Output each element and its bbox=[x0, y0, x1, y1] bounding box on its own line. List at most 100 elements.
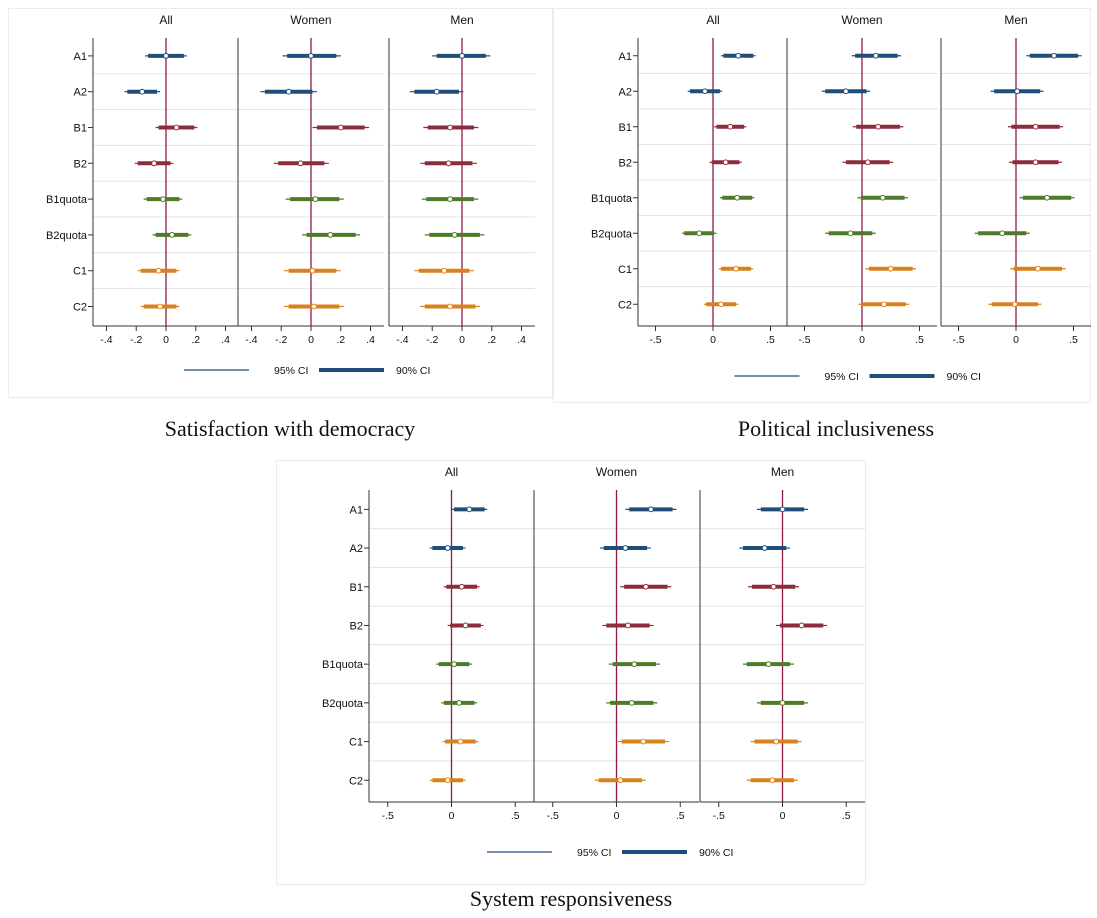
point-estimate bbox=[875, 123, 882, 130]
x-tick-label: -.5 bbox=[798, 334, 810, 346]
legend: 95% CI 90% CI bbox=[734, 371, 981, 383]
panel-all: All -.5 0 .5 bbox=[637, 13, 788, 346]
point-estimate bbox=[459, 53, 465, 59]
point-estimate bbox=[779, 699, 786, 706]
legend-label-95: 95% CI bbox=[577, 847, 611, 859]
point-estimate bbox=[722, 159, 729, 166]
point-estimate bbox=[628, 699, 635, 706]
panel-title: All bbox=[445, 465, 458, 479]
point-estimate bbox=[447, 303, 453, 310]
point-estimate bbox=[1044, 194, 1050, 201]
x-tick-label: -.2 bbox=[426, 334, 438, 346]
row-label-c1: C1 bbox=[349, 737, 363, 749]
point-estimate bbox=[151, 160, 157, 167]
x-tick-label: 0 bbox=[614, 810, 620, 822]
point-estimate bbox=[617, 777, 624, 784]
row-label-b1quota: B1quota bbox=[322, 659, 364, 671]
row-label-c2: C2 bbox=[618, 299, 632, 311]
row-label-b2quota: B2quota bbox=[591, 228, 633, 240]
figure-satisfaction-with-democracy: A1 A2 B1 B2 B1quota B2quota C1 C2 All -.4 -.2 0 .2 .4… bbox=[8, 8, 553, 398]
point-estimate bbox=[451, 232, 458, 238]
x-tick-label: -.2 bbox=[275, 334, 287, 346]
row-label-c2: C2 bbox=[349, 775, 363, 787]
row-label-a1: A1 bbox=[350, 504, 363, 516]
figure-frame bbox=[553, 8, 1091, 403]
panel-men: Men -.4 -.2 0 .2 .4 bbox=[388, 13, 535, 346]
point-estimate bbox=[444, 545, 451, 551]
x-tick-label: .4 bbox=[517, 334, 526, 346]
row-label-b2quota: B2quota bbox=[46, 230, 88, 242]
figure-system-responsiveness: A1 A2 B1 B2 B1quota B2quota C1 C2 All -.5 0.5 Women… bbox=[276, 460, 866, 885]
point-estimate bbox=[309, 267, 316, 274]
x-tick-label: 0 bbox=[449, 810, 455, 822]
panel-title: All bbox=[706, 13, 719, 27]
x-tick-label: -.5 bbox=[382, 810, 394, 822]
point-estimate bbox=[718, 301, 724, 308]
panel-all: All -.4 -.2 0 .2 .4 bbox=[92, 13, 239, 346]
row-label-b1quota: B1quota bbox=[591, 193, 633, 205]
x-tick-label: .5 bbox=[511, 810, 520, 822]
point-estimate bbox=[173, 124, 180, 131]
point-estimate bbox=[733, 265, 739, 272]
legend: 95% CI 90% CI bbox=[487, 847, 733, 859]
point-estimate bbox=[879, 194, 886, 201]
row-label-b2quota: B2quota bbox=[322, 698, 364, 710]
x-tick-label: 0 bbox=[780, 810, 786, 822]
x-tick-label: -.4 bbox=[245, 334, 257, 346]
x-tick-label: -.5 bbox=[547, 810, 559, 822]
point-estimate bbox=[441, 267, 448, 274]
point-estimate bbox=[880, 301, 887, 308]
point-estimate bbox=[451, 661, 457, 668]
point-estimate bbox=[1034, 265, 1041, 272]
figure-political-inclusiveness: A1 A2 B1 B2 B1quota B2quota C1 C2 All -.5 0.5 Women… bbox=[553, 8, 1091, 403]
point-estimate bbox=[163, 53, 169, 59]
panel-title: All bbox=[159, 13, 172, 27]
row-label-b2: B2 bbox=[619, 157, 632, 169]
panel-title: Men bbox=[450, 13, 473, 27]
x-tick-label: .2 bbox=[336, 334, 345, 346]
point-estimate bbox=[444, 777, 451, 784]
point-estimate bbox=[765, 661, 772, 668]
caption-satisfaction-with-democracy: Satisfaction with democracy bbox=[164, 416, 416, 441]
x-tick-label: .5 bbox=[1069, 334, 1078, 346]
point-estimate bbox=[735, 52, 742, 59]
row-label-a1: A1 bbox=[619, 51, 632, 63]
caption-political-inclusiveness: Political inclusiveness bbox=[737, 416, 935, 441]
point-estimate bbox=[433, 88, 440, 95]
point-estimate bbox=[297, 160, 304, 167]
x-tick-label: 0 bbox=[710, 334, 716, 346]
panel-women: Women -.5 0 .5 bbox=[533, 465, 699, 822]
point-estimate bbox=[631, 661, 638, 668]
x-tick-label: .5 bbox=[842, 810, 851, 822]
panel-all: All -.5 0 .5 bbox=[368, 465, 534, 822]
x-tick-label: .5 bbox=[766, 334, 775, 346]
point-estimate bbox=[1051, 52, 1057, 59]
point-estimate bbox=[458, 583, 465, 590]
x-tick-label: -.2 bbox=[130, 334, 142, 346]
point-estimate bbox=[779, 506, 786, 513]
x-tick-label: .4 bbox=[221, 334, 230, 346]
point-estimate bbox=[312, 196, 319, 203]
row-label-a2: A2 bbox=[619, 86, 632, 98]
point-estimate bbox=[773, 738, 780, 745]
point-estimate bbox=[769, 777, 776, 784]
point-estimate bbox=[999, 230, 1006, 237]
point-estimate bbox=[622, 545, 629, 551]
point-estimate bbox=[727, 123, 734, 130]
point-estimate bbox=[887, 265, 894, 272]
point-estimate bbox=[155, 267, 162, 274]
row-label-c1: C1 bbox=[73, 266, 87, 278]
caption-system-responsiveness: System responsiveness bbox=[469, 886, 673, 911]
panel-men: Men -.5 0 .5 bbox=[940, 13, 1091, 346]
point-estimate bbox=[462, 622, 469, 629]
x-tick-label: -.5 bbox=[713, 810, 725, 822]
point-estimate bbox=[696, 230, 703, 237]
point-estimate bbox=[642, 583, 649, 590]
row-label-c1: C1 bbox=[618, 264, 632, 276]
x-tick-label: .4 bbox=[366, 334, 375, 346]
point-estimate bbox=[1011, 301, 1018, 308]
x-tick-label: .5 bbox=[676, 810, 685, 822]
point-estimate bbox=[761, 545, 768, 551]
legend: 95% CI 90% CI bbox=[184, 365, 430, 377]
